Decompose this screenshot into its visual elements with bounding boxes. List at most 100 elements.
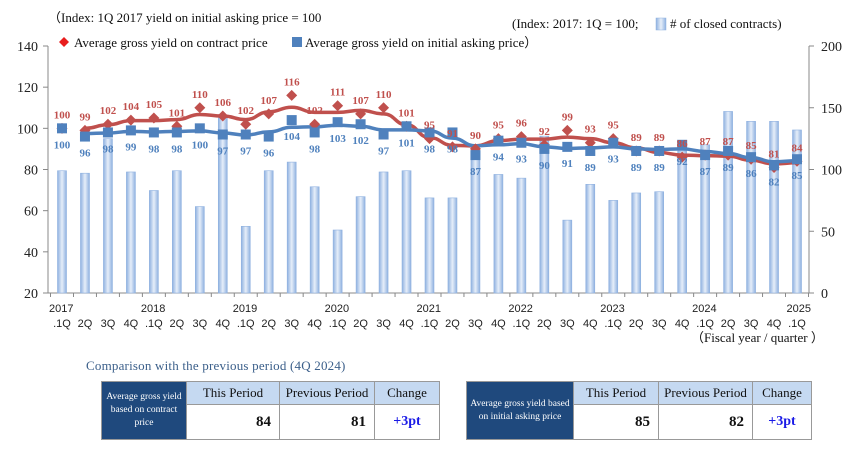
contracts-bar	[654, 191, 664, 294]
contract-yield-data-label: 102	[100, 105, 117, 117]
contracts-bar	[217, 116, 228, 294]
contract-yield-data-label: 110	[192, 89, 208, 101]
asking-yield-square-marker	[148, 127, 159, 138]
asking-yield-data-label: 96	[79, 148, 91, 160]
asking-yield-square-marker	[355, 119, 366, 130]
contracts-bar	[332, 229, 343, 294]
row-header: Average gross yield based on initial ask…	[466, 381, 574, 440]
contracts-bar	[172, 170, 182, 294]
right-tick-label: 0	[821, 287, 828, 302]
comparison-title: Comparison with the previous period (4Q …	[86, 358, 346, 373]
contract-yield-data-label: 101	[169, 107, 186, 119]
contracts-bar	[447, 197, 458, 294]
x-quarter-label: 3Q	[284, 318, 299, 330]
contracts-bar	[80, 172, 90, 294]
right-tick-label: 200	[821, 40, 842, 55]
asking-yield-square-marker	[631, 145, 642, 156]
col-change: Change	[752, 381, 812, 405]
asking-yield-square-marker	[677, 139, 688, 150]
asking-yield-square-marker	[493, 135, 504, 146]
contract-yield-diamond-marker	[584, 137, 596, 149]
contracts-bar	[103, 138, 113, 294]
asking-yield-square-marker	[792, 154, 802, 165]
x-quarter-label: 4Q	[124, 318, 139, 330]
contracts-bar	[493, 174, 504, 294]
x-quarter-label: 3Q	[468, 318, 483, 330]
left-tick-label: 120	[17, 81, 38, 96]
contract-yield-data-label: 95	[493, 120, 505, 132]
asking-yield-data-label: 93	[608, 154, 620, 166]
asking-yield-data-label: 97	[240, 146, 252, 158]
asking-yield-square-marker	[102, 127, 113, 138]
blue-legend-square-icon	[292, 37, 302, 47]
x-quarter-label: .1Q	[421, 318, 439, 330]
asking-yield-data-label: 100	[192, 139, 209, 151]
asking-yield-data-label: 98	[148, 143, 160, 155]
contract-yield-data-label: 99	[562, 111, 574, 123]
x-year-label: 2021	[417, 303, 441, 315]
left-tick-label: 140	[17, 40, 38, 55]
left-tick-label: 60	[24, 205, 38, 220]
x-quarter-label: 2Q	[629, 318, 644, 330]
asking-yield-square-marker	[57, 123, 67, 134]
x-quarter-label: 3Q	[744, 318, 759, 330]
blue-legend-label: Average gross yield on initial asking pr…	[305, 35, 537, 50]
x-quarter-label: 4Q	[307, 318, 322, 330]
contract-yield-data-label: 96	[516, 118, 528, 130]
previous-period-value: 81	[279, 404, 375, 440]
asking-yield-data-label: 98	[102, 143, 114, 155]
asking-yield-square-marker	[585, 145, 596, 156]
col-previous-period: Previous Period	[658, 381, 753, 405]
col-this-period: This Period	[186, 381, 280, 405]
asking-yield-square-marker	[378, 129, 389, 140]
comparison-table-asking: Average gross yield based on initial ask…	[466, 381, 812, 440]
x-quarter-label: .1Q	[696, 318, 714, 330]
x-quarter-label: 2Q	[537, 318, 552, 330]
asking-yield-data-label: 91	[562, 158, 573, 170]
asking-yield-square-marker	[332, 117, 343, 128]
asking-yield-data-label: 90	[539, 160, 551, 172]
asking-yield-square-marker	[447, 127, 458, 138]
contract-yield-diamond-marker	[446, 141, 458, 153]
x-quarter-label: 2Q	[721, 318, 736, 330]
contract-yield-data-label: 89	[654, 132, 666, 144]
x-quarter-label: .1Q	[788, 318, 806, 330]
contracts-bar	[401, 170, 412, 294]
contract-yield-data-label: 84	[792, 142, 804, 154]
contract-yield-data-label: 91	[447, 128, 458, 140]
contract-yield-diamond-marker	[217, 110, 229, 122]
asking-yield-data-label: 82	[769, 176, 781, 188]
contract-yield-data-label: 95	[608, 120, 620, 132]
x-quarter-label: .1Q	[513, 318, 531, 330]
x-year-label: 2023	[600, 303, 624, 315]
right-tick-label: 150	[821, 102, 842, 117]
contract-yield-data-label: 99	[79, 111, 91, 123]
asking-yield-data-label: 89	[723, 162, 735, 174]
contract-yield-data-label: 100	[54, 109, 71, 121]
x-year-label: 2019	[233, 303, 257, 315]
contract-yield-diamond-marker	[240, 118, 252, 130]
asking-yield-square-marker	[562, 141, 573, 152]
asking-yield-square-marker	[125, 125, 136, 136]
contract-yield-diamond-marker	[102, 118, 114, 130]
asking-yield-square-marker	[654, 145, 665, 156]
col-previous-period: Previous Period	[279, 381, 375, 405]
contract-yield-data-label: 93	[585, 124, 597, 136]
col-this-period: This Period	[573, 381, 659, 405]
asking-yield-data-label: 102	[352, 135, 369, 147]
asking-yield-data-label: 92	[677, 156, 689, 168]
x-quarter-label: 3Q	[192, 318, 207, 330]
asking-yield-data-label: 101	[398, 137, 415, 149]
contract-yield-diamond-marker	[148, 112, 160, 124]
x-quarter-label: 4Q	[399, 318, 414, 330]
contract-yield-diamond-marker	[355, 108, 367, 120]
contract-yield-diamond-marker	[676, 151, 688, 163]
col-change: Change	[374, 381, 440, 405]
asking-yield-data-label: 86	[746, 168, 758, 180]
contract-yield-diamond-marker	[286, 89, 298, 101]
contract-yield-data-label: 90	[470, 130, 482, 142]
x-quarter-label: 2Q	[78, 318, 93, 330]
contract-yield-diamond-marker	[263, 108, 275, 120]
previous-period-value: 82	[658, 404, 753, 440]
x-year-label: 2018	[141, 303, 165, 315]
